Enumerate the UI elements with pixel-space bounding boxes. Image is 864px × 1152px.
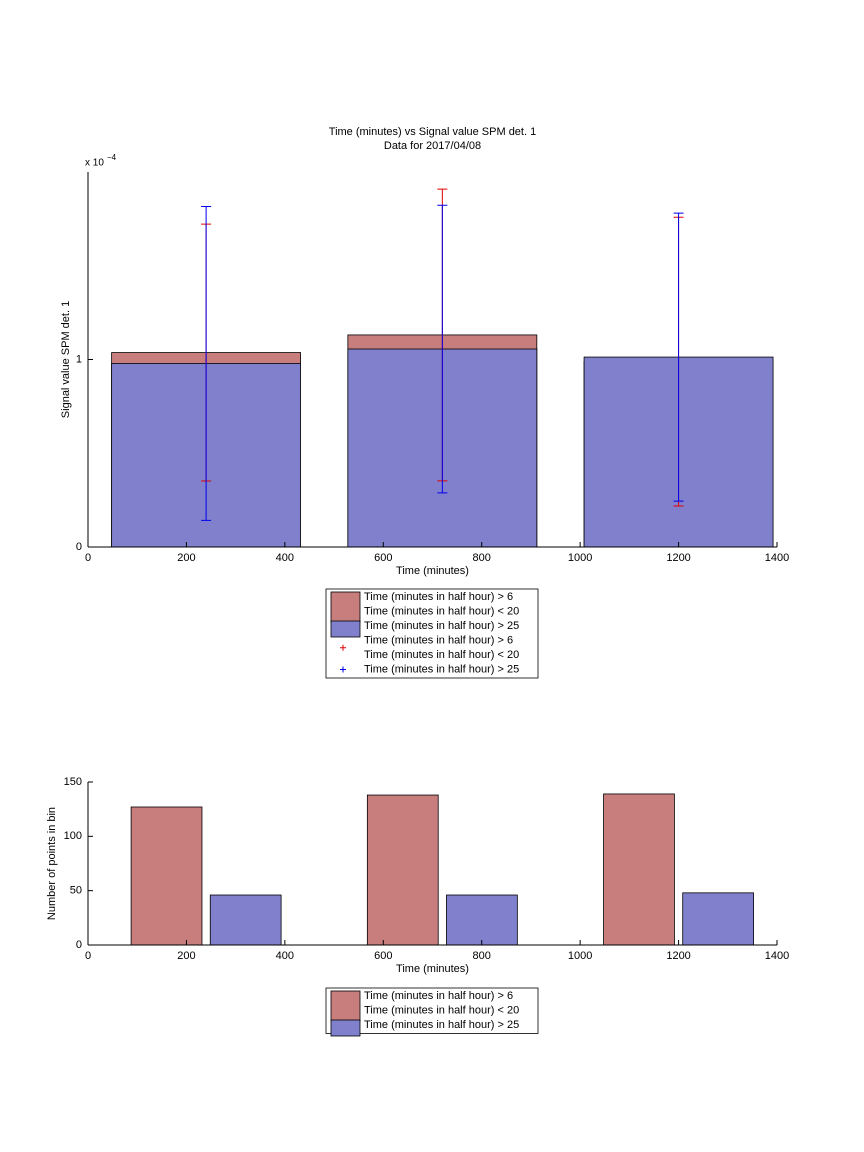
legend-label: Time (minutes in half hour) > 6 — [364, 634, 513, 646]
x-tick-label: 400 — [276, 950, 294, 962]
x-tick-label: 200 — [177, 950, 195, 962]
x-tick-label: 0 — [85, 552, 91, 564]
legend-marker — [340, 666, 346, 673]
y-multiplier: x 10 — [85, 158, 104, 169]
x-tick-label: 800 — [473, 552, 491, 564]
legend-box — [325, 588, 539, 679]
bar — [209, 894, 282, 946]
x-tick-label: 0 — [85, 950, 91, 962]
legend-label: Time (minutes in half hour) > 25 — [364, 620, 519, 632]
x-tick-label: 200 — [177, 552, 195, 564]
y-tick-label: 100 — [64, 830, 82, 842]
legend-marker — [340, 644, 346, 651]
legend-label: Time (minutes in half hour) > 25 — [364, 1019, 519, 1031]
x-axis-label: Time (minutes) — [396, 565, 469, 577]
y-tick-label: 0 — [76, 939, 82, 951]
error-bar — [201, 206, 212, 521]
y-tick-label: 1 — [76, 353, 82, 365]
x-tick-label: 600 — [374, 552, 392, 564]
bar — [682, 892, 754, 946]
legend-label: Time (minutes in half hour) < 20 — [364, 1004, 519, 1016]
legend-label: Time (minutes in half hour) > 6 — [364, 990, 513, 1002]
x-tick-label: 1000 — [568, 950, 592, 962]
x-tick-label: 1200 — [666, 552, 690, 564]
x-tick-label: 1400 — [765, 552, 789, 564]
y-tick-label: 150 — [64, 776, 82, 788]
y-axis-label: Number of points in bin — [46, 807, 58, 920]
legend-label: Time (minutes in half hour) < 20 — [364, 649, 519, 661]
bar — [130, 806, 203, 946]
x-tick-label: 400 — [276, 552, 294, 564]
legend-label: Time (minutes in half hour) < 20 — [364, 605, 519, 617]
x-tick-label: 1400 — [765, 950, 789, 962]
legend-label: Time (minutes in half hour) > 25 — [364, 663, 519, 675]
legend-swatch — [330, 1019, 361, 1037]
y-tick-label: 50 — [70, 885, 82, 897]
x-tick-label: 1000 — [568, 552, 592, 564]
y-tick-label: 0 — [76, 541, 82, 553]
x-tick-label: 600 — [374, 950, 392, 962]
x-axis-label: Time (minutes) — [396, 963, 469, 975]
legend-label: Time (minutes in half hour) > 6 — [364, 591, 513, 603]
error-bar — [673, 212, 684, 502]
y-axis-label: Signal value SPM det. 1 — [60, 301, 72, 418]
legend-box — [325, 987, 539, 1034]
x-tick-label: 1200 — [666, 950, 690, 962]
legend-swatch — [330, 620, 361, 638]
bar — [366, 794, 439, 946]
chart-title: Data for 2017/04/08 — [384, 140, 481, 152]
legend-swatch — [330, 591, 361, 623]
error-bar — [437, 204, 448, 494]
chart-title: Time (minutes) vs Signal value SPM det. … — [329, 126, 536, 138]
bar — [603, 793, 675, 946]
y-multiplier-exponent: −4 — [107, 153, 117, 162]
bar — [446, 894, 518, 946]
legend-swatch — [330, 990, 361, 1022]
x-tick-label: 800 — [473, 950, 491, 962]
